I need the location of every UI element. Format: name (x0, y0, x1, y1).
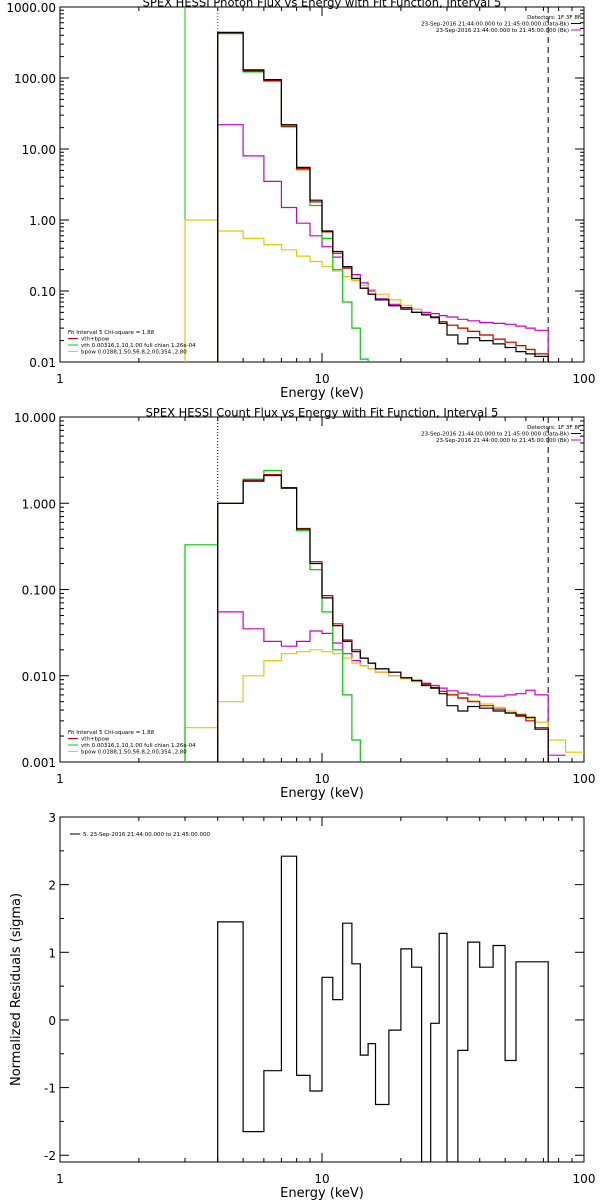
legend-header: Detectors: 1F 3F 8F (527, 425, 581, 431)
legend-entry: vth+bpow (81, 337, 110, 343)
legend-entry: 23-Sep-2016 21:44:00.000 to 21:45:00.000… (421, 22, 569, 28)
legend: Fit Interval 5 Chi-square = 1.88vth+bpow… (68, 330, 196, 356)
x-tick-label: 100 (573, 1172, 596, 1186)
series-bpow (184, 219, 549, 362)
chart-title: SPEX HESSI Photon Flux vs Energy with Fi… (143, 0, 502, 10)
legend: 5. 23-Sep-2016 21:44:00.000 to 21:45:00.… (70, 832, 210, 838)
legend-entry: bpow 0.0188,1.50,56.8,2.00,354.,2.80 (81, 350, 187, 356)
y-tick-label: 0.100 (22, 584, 56, 598)
y-tick-label: 1.00 (29, 214, 56, 228)
y-tick-label: 1 (48, 946, 56, 960)
panel-2: SPEX HESSI Count Flux vs Energy with Fit… (14, 406, 596, 802)
y-tick-label: 10.00 (22, 143, 56, 157)
legend-entry: vth 0.00316,1.10,1.00 full chian 1.26e-0… (81, 343, 196, 349)
series-total (217, 32, 549, 362)
legend-entry: 23-Sep-2016 21:44:00.000 to 21:45:00.000… (421, 432, 569, 438)
y-tick-label: 0.001 (22, 756, 56, 770)
legend-entry: vth+bpow (81, 737, 110, 743)
y-tick-label: 3 (48, 811, 56, 825)
y-tick-label: 1000.00 (6, 1, 56, 15)
series-background (217, 124, 549, 362)
series-vth (217, 33, 369, 362)
x-tick-label: 10 (314, 772, 329, 786)
x-tick-label: 1 (56, 1172, 64, 1186)
y-tick-label: 0 (48, 1014, 56, 1028)
series-total (217, 474, 549, 762)
series-data (217, 474, 549, 762)
y-axis-label: Normalized Residuals (sigma) (9, 893, 24, 1086)
y-tick-label: 1.000 (22, 497, 56, 511)
legend-entry: vth 0.00316,1.10,1.00 full chian 1.26e-0… (81, 743, 196, 749)
panel-1: SPEX HESSI Photon Flux vs Energy with Fi… (6, 0, 596, 401)
y-tick-label: 10.000 (14, 411, 56, 425)
legend-header: Fit Interval 5 Chi-square = 1.88 (68, 330, 155, 336)
x-axis-label: Energy (keV) (280, 1186, 364, 1200)
series-residuals (217, 855, 549, 1162)
series-data (217, 31, 549, 362)
legend-entry: 23-Sep-2016 21:44:00.000 to 21:45:00.000… (436, 438, 569, 444)
x-tick-label: 1 (56, 372, 64, 386)
series-bpow (184, 649, 584, 762)
y-tick-label: 0.010 (22, 670, 56, 684)
x-tick-label: 10 (314, 1172, 329, 1186)
x-axis-label: Energy (keV) (280, 786, 364, 801)
legend-header: Detectors: 1F 3F 8F (527, 15, 581, 21)
y-tick-label: 0.01 (29, 356, 56, 370)
legend-header: Fit Interval 5 Chi-square = 1.88 (68, 730, 155, 736)
legend-entry: 23-Sep-2016 21:44:00.000 to 21:45:00.000… (436, 28, 569, 34)
chart-title: SPEX HESSI Count Flux vs Energy with Fit… (146, 406, 499, 420)
x-tick-label: 10 (314, 372, 329, 386)
y-tick-label: 0.10 (29, 285, 56, 299)
plot-frame (59, 6, 585, 363)
x-tick-label: 1 (56, 772, 64, 786)
series-background (217, 611, 566, 762)
y-tick-label: 2 (48, 879, 56, 893)
legend: Fit Interval 5 Chi-square = 1.88vth+bpow… (68, 730, 196, 756)
series-vth (184, 469, 361, 762)
x-tick-label: 100 (573, 772, 596, 786)
panel-3: Energy (keV) Normalized Residuals (sigma)… (9, 811, 595, 1200)
x-axis-label: Energy (keV) (280, 386, 364, 401)
x-tick-label: 100 (573, 372, 596, 386)
legend-entry: 5. 23-Sep-2016 21:44:00.000 to 21:45:00.… (83, 832, 210, 838)
y-tick-label: -1 (44, 1082, 56, 1096)
y-tick-label: 100.00 (14, 72, 56, 86)
y-tick-label: -2 (44, 1149, 56, 1163)
legend-entry: bpow 0.0188,1.50,56.8,2.00,354.,2.80 (81, 750, 187, 756)
